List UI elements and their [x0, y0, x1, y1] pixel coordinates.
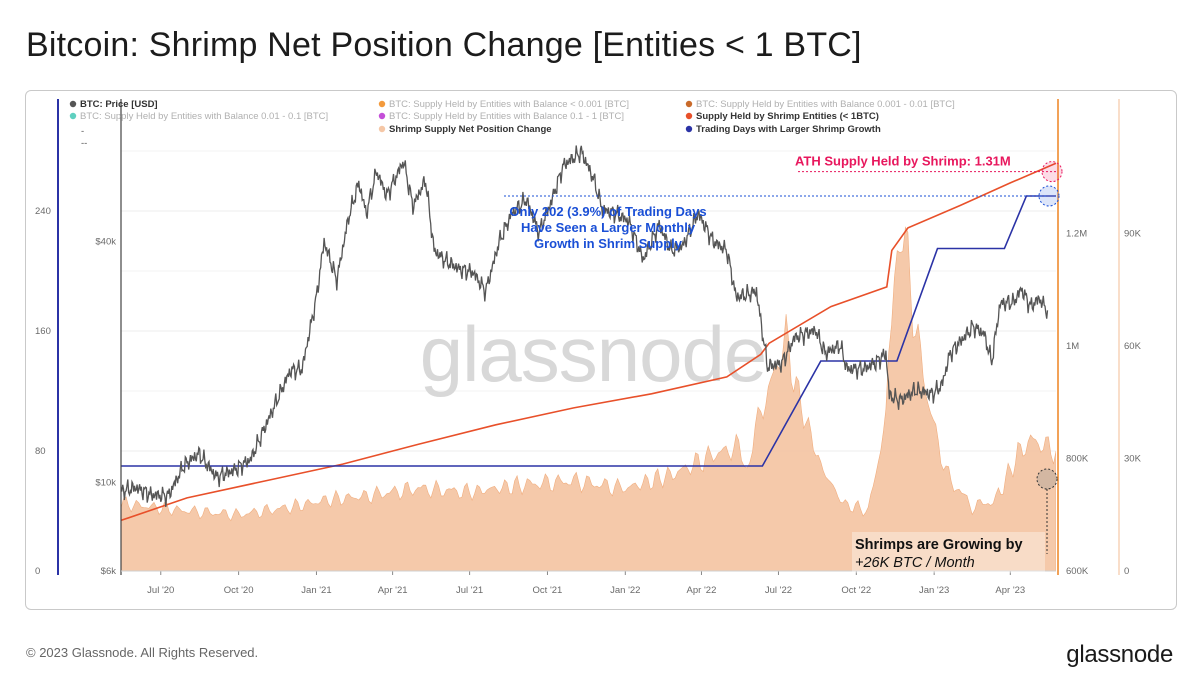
x-tick-label: Jan '21: [301, 585, 331, 596]
netchange-tick-label: 90K: [1124, 229, 1142, 240]
legend-label: Trading Days with Larger Shrimp Growth: [696, 124, 881, 135]
legend-label: Supply Held by Shrimp Entities (< 1BTC): [696, 111, 879, 122]
footer-logo: glassnode: [1066, 641, 1173, 668]
legend-swatch: [685, 125, 693, 133]
x-tick-label: Jan '23: [919, 585, 949, 596]
growing-annotation-title: Shrimps are Growing by: [855, 537, 1023, 553]
legend-swatch: [378, 125, 386, 133]
legend: BTC: Price [USD] BTC: Supply Held by Enti…: [69, 99, 955, 149]
x-tick-label: Oct '22: [841, 585, 871, 596]
legend-item: Shrimp Supply Net Position Change: [378, 124, 552, 135]
growth-layer: [121, 195, 1056, 467]
legend-label: Shrimp Supply Net Position Change: [389, 124, 552, 135]
ath-annotation: ATH Supply Held by Shrimp: 1.31M: [795, 154, 1011, 169]
legend-item: BTC: Supply Held by Entities with Balanc…: [378, 111, 624, 122]
chart-svg: glassnode 0 80 160 240 $6k $10k $40k 600K 800K 1M…: [35, 99, 1142, 596]
x-tick-label: Jul '20: [147, 585, 174, 596]
supply-line: [121, 162, 1056, 522]
axes-layer: 0 80 160 240 $6k $10k $40k 600K 800K 1M 1.2M 0 30K 60…: [35, 99, 1142, 596]
growth-tick-label: 0: [35, 566, 40, 577]
growing-marker: [1036, 468, 1058, 490]
x-tick-label: Jan '22: [610, 585, 640, 596]
netchange-layer: [121, 226, 1056, 572]
trading-days-annotation-line: Only 202 (3.9%) of Trading Days: [509, 204, 706, 219]
ath-marker: [1041, 161, 1063, 183]
x-tick-label: Apr '22: [687, 585, 717, 596]
supply-tick-label: 600K: [1066, 566, 1089, 577]
netchange-tick-label: 30K: [1124, 454, 1142, 465]
legend-swatch: [69, 100, 77, 108]
price-tick-label: $10k: [95, 477, 116, 488]
legend-label: BTC: Price [USD]: [80, 99, 158, 110]
growth-days-line: [121, 195, 1056, 467]
x-tick-label: Oct '20: [224, 585, 254, 596]
legend-swatch: [685, 100, 693, 108]
x-tick-label: Jul '22: [765, 585, 792, 596]
price-tick-label: $40k: [95, 236, 116, 247]
annotation-layer: ATH Supply Held by Shrimp: 1.31M Only 202…: [504, 154, 1063, 573]
grid-layer: [121, 150, 1056, 572]
legend-item: BTC: Price [USD]: [69, 99, 158, 110]
price-layer: [121, 145, 1049, 508]
x-tick-label: Apr '23: [995, 585, 1025, 596]
legend-swatch: [378, 100, 386, 108]
supply-tick-label: 1M: [1066, 341, 1079, 352]
legend-item: Supply Held by Shrimp Entities (< 1BTC): [685, 111, 879, 122]
legend-label: BTC: Supply Held by Entities with Balanc…: [389, 111, 624, 122]
legend-item: Trading Days with Larger Shrimp Growth: [685, 124, 881, 135]
legend-item: BTC: Supply Held by Entities with Balanc…: [378, 99, 629, 110]
x-tick-label: Jul '21: [456, 585, 483, 596]
x-tick-label: Apr '21: [378, 585, 408, 596]
supply-tick-label: 800K: [1066, 454, 1089, 465]
legend-item: BTC: Supply Held by Entities with Balanc…: [685, 99, 955, 110]
legend-swatch: [69, 112, 77, 120]
growth-tick-label: 240: [35, 206, 51, 217]
price-line: [121, 145, 1049, 508]
price-tick-label: $6k: [101, 566, 117, 577]
supply-tick-label: 1.2M: [1066, 229, 1087, 240]
growing-annotation-value: +26K BTC / Month: [855, 555, 975, 571]
legend-swatch: [685, 112, 693, 120]
legend-swatch: [378, 112, 386, 120]
legend-label: BTC: Supply Held by Entities with Balanc…: [389, 99, 629, 110]
growing-label-bg: [852, 532, 1045, 573]
legend-item: BTC: Supply Held by Entities with Balanc…: [69, 111, 328, 122]
legend-label: BTC: Supply Held by Entities with Balanc…: [696, 99, 955, 110]
netchange-area: [121, 226, 1056, 572]
legend-label: BTC: Supply Held by Entities with Balanc…: [80, 111, 328, 122]
chart-panel: glassnode 0 80 160 240 $6k $10k $40k 600K 800K 1M…: [25, 90, 1177, 610]
supply-layer: [121, 162, 1056, 522]
legend-dash: --: [81, 138, 87, 149]
watermark: glassnode: [420, 310, 767, 398]
growth-tick-label: 80: [35, 446, 46, 457]
trading-days-annotation-line: Have Seen a Larger Monthly: [521, 220, 696, 235]
legend-dash: -: [81, 126, 84, 137]
netchange-tick-label: 60K: [1124, 341, 1142, 352]
trading-days-marker: [1038, 185, 1060, 207]
x-tick-label: Oct '21: [533, 585, 563, 596]
page-title: Bitcoin: Shrimp Net Position Change [Ent…: [26, 26, 862, 64]
trading-days-annotation-line: Growth in Shrim Supply: [534, 236, 683, 251]
netchange-tick-label: 0: [1124, 566, 1129, 577]
growth-tick-label: 160: [35, 326, 51, 337]
copyright: © 2023 Glassnode. All Rights Reserved.: [26, 645, 259, 660]
